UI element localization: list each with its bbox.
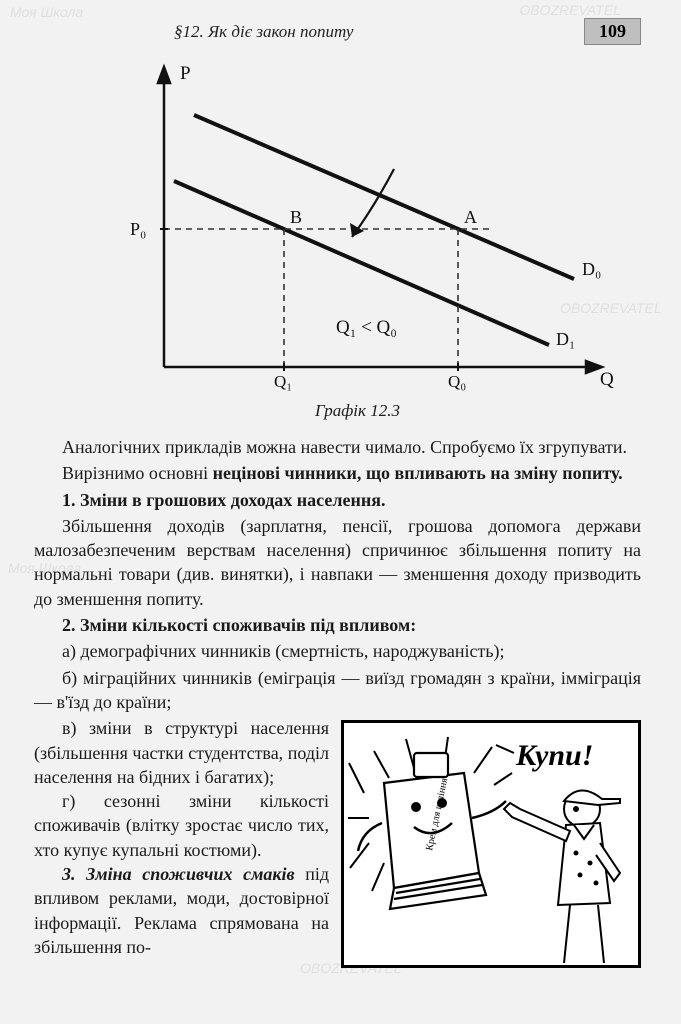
y-axis-label: P — [180, 63, 191, 84]
chapter-title: §12. Як діє закон попиту — [174, 22, 353, 42]
paragraph: Збільшення доходів (зарплатня, пенсії, г… — [34, 514, 641, 611]
paragraph: Вирізнимо основні нецінові чинники, що в… — [34, 461, 641, 485]
point-b: B — [290, 207, 302, 227]
heading-item: 2. Зміни кількості споживачів під впливо… — [34, 613, 641, 637]
chart-caption: Графік 12.3 — [74, 401, 641, 421]
paragraph: Аналогічних прикладів можна навести чима… — [34, 435, 641, 459]
watermark: Моя Школа — [10, 4, 83, 20]
point-a: A — [464, 207, 477, 227]
p0-label: P₀ — [130, 219, 146, 239]
demand-shift-chart: P Q D₀ D₁ P₀ A Q₀ B Q₁ — [104, 57, 624, 397]
sub-item: а) демографічних чинників (смертність, н… — [34, 639, 641, 663]
x-axis-label: Q — [600, 369, 614, 390]
speech-text: Купи! — [515, 739, 593, 772]
page-number: 109 — [584, 18, 641, 45]
advertisement-illustration: Крем для гоління Купи! — [341, 720, 641, 968]
sub-item: б) міграційних чинників (еміграція — виї… — [34, 666, 641, 715]
paragraph: 3. Зміна споживчих смаків під впливом ре… — [34, 862, 329, 959]
watermark: OBOZREVATEL — [519, 2, 621, 18]
sub-item: г) сезонні зміни кількості споживачів (в… — [34, 789, 329, 862]
q1-label: Q₁ — [274, 372, 292, 391]
sub-item: в) зміни в структурі населення (збільшен… — [34, 716, 329, 789]
curve-d1-label: D₁ — [556, 329, 575, 349]
inequality: Q₁ < Q₀ — [336, 317, 397, 338]
heading-item: 1. Зміни в грошових доходах населення. — [34, 488, 641, 512]
q0-label: Q₀ — [448, 372, 466, 391]
curve-d0-label: D₀ — [582, 259, 601, 279]
